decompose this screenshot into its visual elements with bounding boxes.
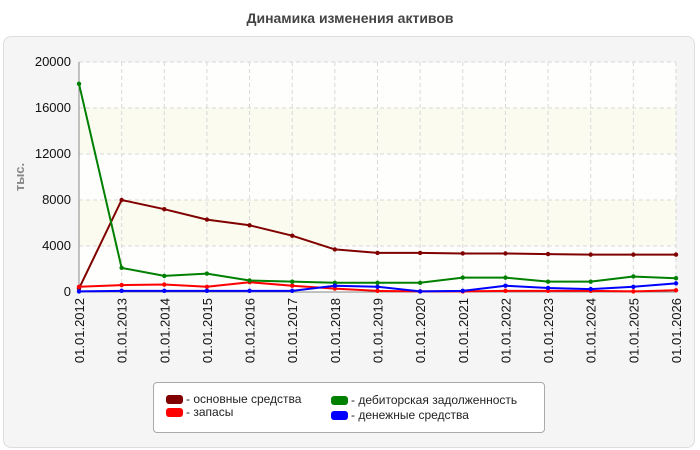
data-point — [503, 275, 508, 280]
legend-item-receivables[interactable]: - дебиторская задолженность — [331, 393, 517, 407]
data-point — [290, 279, 295, 284]
x-tick-label: 01.01.2025 — [626, 298, 641, 363]
x-tick-label: 01.01.2022 — [498, 298, 513, 363]
y-tick-label: 16000 — [35, 100, 71, 115]
data-point — [375, 284, 380, 290]
legend-item-cash[interactable]: - денежные средства — [331, 408, 469, 422]
x-tick-label: 01.01.2013 — [115, 298, 130, 363]
x-tick-label: 01.01.2014 — [157, 298, 172, 363]
data-point — [588, 279, 593, 284]
data-point — [290, 283, 295, 288]
data-point — [162, 273, 167, 279]
data-point — [673, 281, 679, 286]
series-lines — [76, 81, 679, 294]
legend-dash: - — [186, 392, 194, 406]
y-tick-label: 20000 — [35, 54, 71, 69]
x-tick-label: 01.01.2016 — [243, 298, 258, 363]
x-tick-label: 01.01.2018 — [328, 298, 343, 363]
legend-label: основные средства — [193, 392, 302, 406]
legend-swatch — [166, 407, 183, 417]
data-point — [247, 223, 252, 228]
data-point — [119, 197, 124, 203]
data-point — [204, 284, 210, 290]
data-point — [503, 288, 508, 294]
legend-swatch — [331, 410, 348, 420]
data-point — [588, 286, 593, 292]
data-point — [673, 276, 679, 281]
data-point — [290, 288, 295, 294]
data-point — [588, 252, 593, 257]
y-tick-labels: 0 4000 8000 12000 16000 20000 — [35, 54, 71, 299]
data-point — [76, 81, 82, 87]
data-point — [545, 279, 551, 284]
data-point — [204, 288, 210, 294]
data-point — [375, 250, 380, 256]
y-tick-label: 0 — [64, 284, 71, 299]
data-point — [119, 282, 124, 288]
x-tick-label: 01.01.2015 — [200, 298, 215, 363]
data-point — [460, 275, 465, 280]
chart-title: Динамика изменения активов — [246, 10, 454, 26]
data-point — [503, 251, 508, 256]
data-point — [631, 289, 636, 294]
x-tick-label: 01.01.2021 — [456, 298, 471, 363]
data-point — [119, 288, 124, 294]
data-point — [417, 289, 423, 294]
data-point — [162, 288, 167, 294]
legend-item-fixed-assets[interactable]: - основные средства — [166, 392, 301, 406]
x-tick-label: 01.01.2020 — [413, 298, 428, 363]
data-point — [162, 207, 167, 212]
data-point — [375, 288, 380, 294]
data-point — [503, 283, 508, 288]
legend-swatch — [166, 394, 183, 404]
data-point — [162, 282, 167, 287]
legend-label: денежные средства — [358, 408, 469, 422]
x-tick-label: 01.01.2026 — [669, 298, 684, 363]
data-point — [76, 289, 82, 294]
x-tick-label: 01.01.2012 — [72, 298, 87, 363]
y-tick-label: 8000 — [42, 192, 71, 207]
data-point — [631, 284, 636, 290]
data-point — [119, 265, 124, 271]
legend-dash: - — [351, 408, 359, 422]
x-tick-label: 01.01.2024 — [584, 298, 599, 363]
data-point — [375, 280, 380, 285]
x-tick-labels: 01.01.2012 01.01.2013 01.01.2014 01.01.2015… — [72, 298, 684, 363]
data-point — [417, 280, 423, 285]
data-point — [204, 217, 210, 222]
legend-dash: - — [351, 393, 359, 407]
data-point — [631, 274, 636, 279]
data-point — [332, 247, 338, 252]
legend: - основные средства - запасы - дебиторск… — [153, 382, 545, 433]
legend-item-inventory[interactable]: - запасы — [166, 405, 233, 419]
data-point — [545, 251, 551, 257]
data-point — [204, 271, 210, 276]
legend-dash: - — [186, 405, 194, 419]
data-point — [460, 251, 465, 256]
data-point — [247, 288, 252, 294]
data-point — [631, 252, 636, 257]
data-point — [417, 250, 423, 256]
x-tick-label: 01.01.2023 — [541, 298, 556, 363]
y-axis-label: тыс. — [12, 163, 27, 191]
y-tick-label: 12000 — [35, 146, 71, 161]
data-point — [332, 283, 338, 288]
x-tick-label: 01.01.2017 — [285, 298, 300, 363]
data-point — [290, 233, 295, 238]
data-point — [247, 278, 252, 283]
x-tick-label: 01.01.2019 — [371, 298, 386, 363]
data-point — [673, 252, 679, 257]
y-tick-label: 4000 — [42, 238, 71, 253]
legend-label: дебиторская задолженность — [358, 393, 518, 407]
data-point — [460, 288, 465, 294]
legend-label: запасы — [193, 405, 234, 419]
data-point — [545, 285, 551, 291]
data-point — [673, 288, 679, 293]
data-point — [76, 284, 82, 290]
legend-swatch — [331, 395, 348, 405]
